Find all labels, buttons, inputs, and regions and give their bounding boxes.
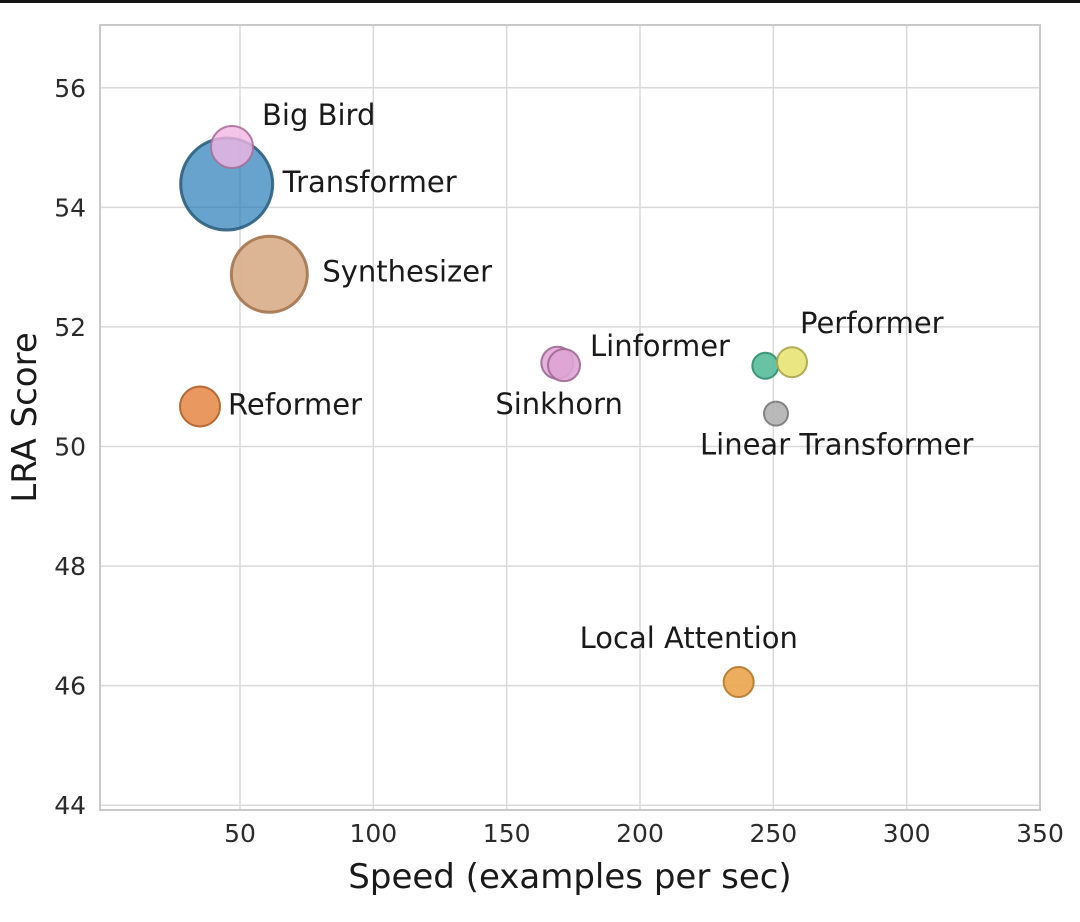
y-tick-48: 48: [54, 552, 86, 581]
bubble-performer: [776, 346, 808, 379]
bubble-local-attention: [722, 666, 755, 699]
y-tick-54: 54: [54, 193, 86, 222]
x-axis-label: Speed (examples per sec): [348, 857, 791, 897]
bubble-label-linformer: Linformer: [590, 329, 730, 363]
plot-frame: [99, 24, 1041, 811]
bubble-linformer: [547, 348, 581, 383]
bubble-big-bird: [210, 124, 254, 169]
y-tick-44: 44: [54, 791, 86, 820]
bubble-label-local-attention: Local Attention: [580, 621, 798, 655]
bubble-label-sinkhorn: Sinkhorn: [495, 387, 623, 421]
y-axis-label: LRA Score: [5, 332, 45, 502]
bubble-label-linear-transformer: Linear Transformer: [700, 428, 973, 462]
x-tick-350: 350: [1016, 819, 1064, 848]
bubble-linear-transformer: [763, 400, 789, 427]
x-tick-50: 50: [224, 819, 256, 848]
y-tick-52: 52: [54, 313, 86, 342]
bubble-reformer: [179, 385, 221, 428]
bubble-label-reformer: Reformer: [228, 387, 362, 421]
bubble-label-synthesizer: Synthesizer: [322, 254, 492, 288]
x-tick-200: 200: [616, 819, 664, 848]
bubble-label-big-bird: Big Bird: [262, 98, 375, 132]
bubble-unlabeled: [751, 351, 780, 380]
top-border: [0, 0, 1080, 3]
bubble-label-transformer: Transformer: [282, 165, 457, 199]
y-tick-46: 46: [54, 672, 86, 701]
y-tick-56: 56: [54, 74, 86, 103]
x-tick-250: 250: [749, 819, 797, 848]
x-tick-300: 300: [883, 819, 931, 848]
x-tick-100: 100: [349, 819, 397, 848]
y-tick-50: 50: [54, 432, 86, 461]
bubble-synthesizer: [229, 234, 309, 314]
bubble-label-performer: Performer: [800, 306, 944, 340]
x-tick-150: 150: [483, 819, 531, 848]
